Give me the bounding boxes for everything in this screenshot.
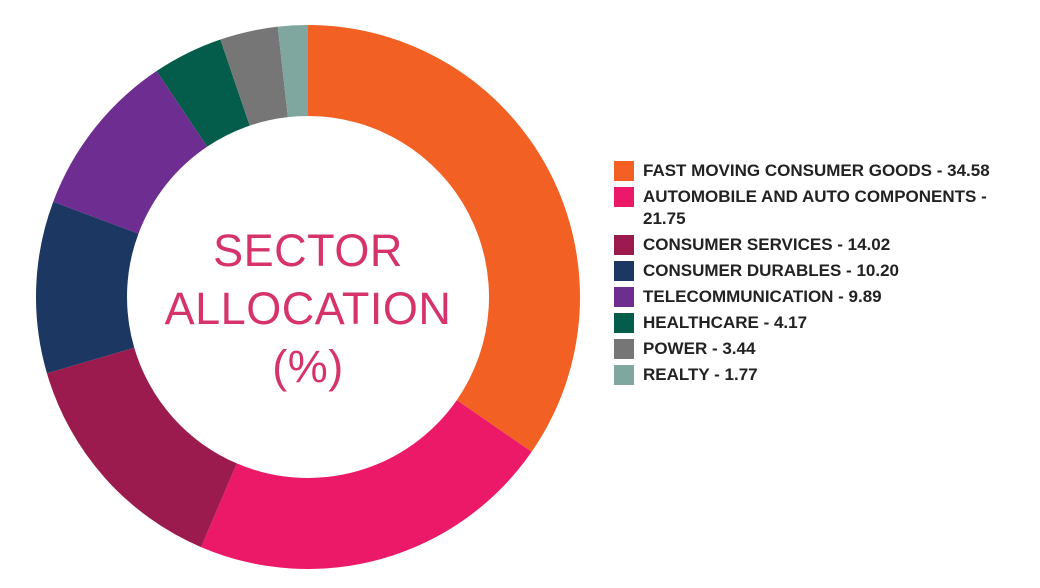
legend-swatch <box>614 339 634 359</box>
legend-item-7: POWER - 3.44 <box>614 338 1034 360</box>
legend-item-1: FAST MOVING CONSUMER GOODS - 34.58 <box>614 160 1034 182</box>
legend-label: CONSUMER DURABLES - 10.20 <box>643 260 1033 282</box>
legend-swatch <box>614 261 634 281</box>
legend-swatch <box>614 161 634 181</box>
legend-label: POWER - 3.44 <box>643 338 1033 360</box>
chart-title: SECTOR ALLOCATION (%) <box>148 222 468 396</box>
legend-item-2: AUTOMOBILE AND AUTO COMPONENTS - 21.75 <box>614 186 1034 230</box>
legend-swatch <box>614 313 634 333</box>
legend-label: TELECOMMUNICATION - 9.89 <box>643 286 1033 308</box>
chart-title-line-1: SECTOR <box>148 222 468 280</box>
legend-swatch <box>614 235 634 255</box>
donut-slice-2 <box>201 400 532 569</box>
chart-title-line-3: (%) <box>148 338 468 396</box>
legend-label: CONSUMER SERVICES - 14.02 <box>643 234 1033 256</box>
legend-item-3: CONSUMER SERVICES - 14.02 <box>614 234 1034 256</box>
legend-label: HEALTHCARE - 4.17 <box>643 312 1033 334</box>
legend-swatch <box>614 187 634 207</box>
legend-swatch <box>614 287 634 307</box>
legend-swatch <box>614 365 634 385</box>
chart-title-line-2: ALLOCATION <box>148 280 468 338</box>
legend-item-6: HEALTHCARE - 4.17 <box>614 312 1034 334</box>
legend-item-5: TELECOMMUNICATION - 9.89 <box>614 286 1034 308</box>
legend-label: REALTY - 1.77 <box>643 364 1033 386</box>
legend-label: AUTOMOBILE AND AUTO COMPONENTS - 21.75 <box>643 186 1033 230</box>
chart-legend: FAST MOVING CONSUMER GOODS - 34.58 AUTOMO… <box>614 160 1034 390</box>
legend-label: FAST MOVING CONSUMER GOODS - 34.58 <box>643 160 1033 182</box>
legend-item-4: CONSUMER DURABLES - 10.20 <box>614 260 1034 282</box>
legend-item-8: REALTY - 1.77 <box>614 364 1034 386</box>
